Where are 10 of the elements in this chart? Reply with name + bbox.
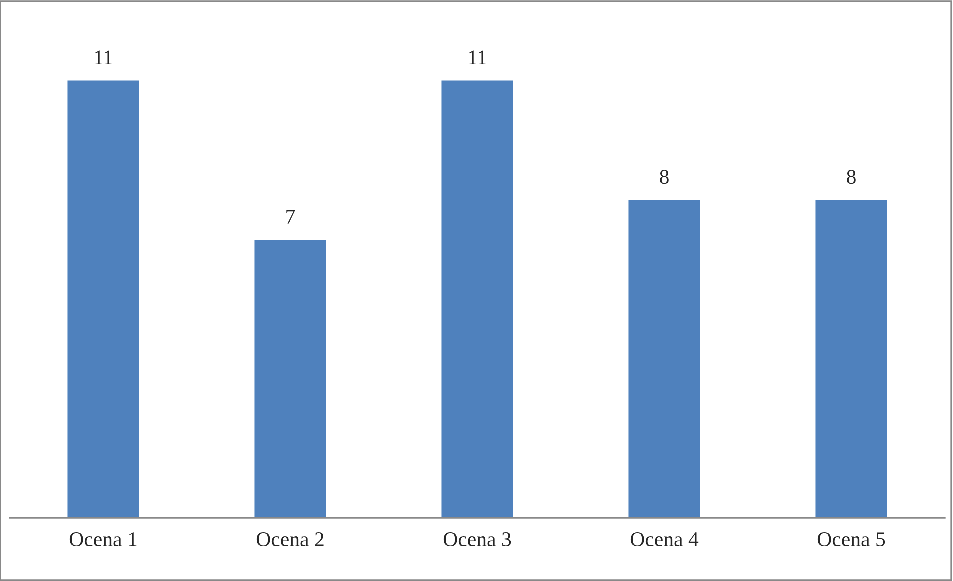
data-label: 7 <box>286 210 296 224</box>
x-tick-label: Ocena 4 <box>630 532 699 547</box>
data-label: 8 <box>660 170 669 184</box>
x-tick-label: Ocena 2 <box>256 532 324 547</box>
data-label: 11 <box>95 50 112 65</box>
x-tick-label: Ocena 1 <box>70 532 137 547</box>
data-label: 8 <box>847 170 856 184</box>
x-tick-label: Ocena 5 <box>818 532 886 547</box>
x-tick-label: Ocena 3 <box>444 532 512 547</box>
data-label: 11 <box>469 50 486 65</box>
